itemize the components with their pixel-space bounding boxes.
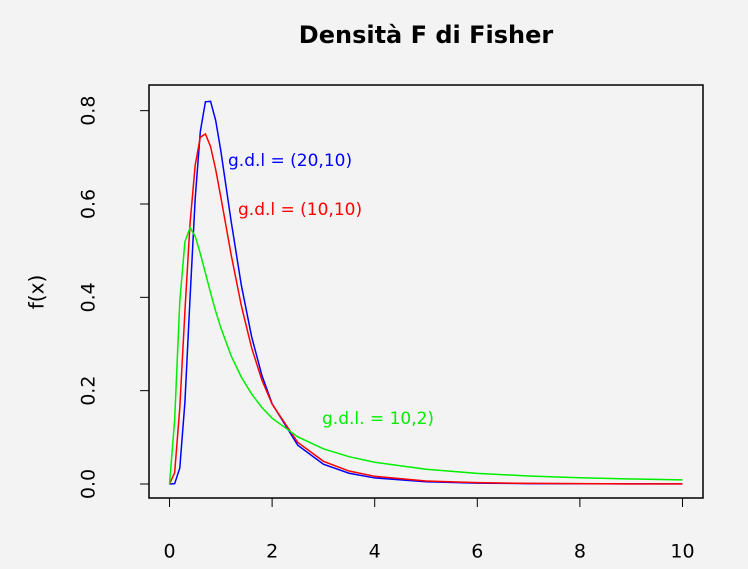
x-tick-label: 0 (163, 541, 175, 563)
density-line (168, 226, 683, 485)
chart-title: Densità F di Fisher (299, 21, 554, 49)
x-tick-label: 6 (471, 541, 483, 563)
y-axis-label: f(x) (25, 275, 49, 309)
curve-label: g.d.l. = 10,2) (322, 409, 434, 429)
y-tick-label: 0.8 (78, 96, 100, 126)
y-tick-label: 0.4 (78, 282, 100, 312)
x-tick-label: 8 (574, 541, 586, 563)
curve-label: g.d.l = (10,10) (238, 200, 362, 220)
x-tick-label: 2 (266, 541, 278, 563)
y-tick-label: 0.0 (78, 469, 100, 499)
plot-frame (148, 84, 704, 499)
x-tick-label: 10 (670, 541, 694, 563)
curve-label: g.d.l = (20,10) (228, 151, 352, 171)
x-tick-label: 4 (369, 541, 381, 563)
y-tick-label: 0.2 (78, 376, 100, 406)
density-line (168, 132, 683, 485)
y-tick-label: 0.6 (78, 189, 100, 219)
